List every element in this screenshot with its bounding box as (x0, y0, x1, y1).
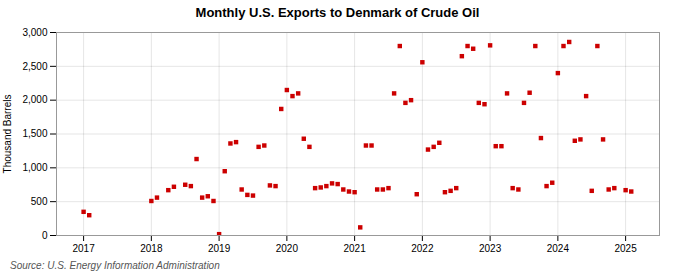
svg-text:2023: 2023 (479, 243, 502, 254)
svg-text:2022: 2022 (411, 243, 434, 254)
svg-text:2017: 2017 (72, 243, 95, 254)
html-text:Source: U.S. Energy Informatio: Source: U.S. Energy Information Administ… (10, 260, 220, 271)
svg-text:2019: 2019 (208, 243, 231, 254)
svg-text:500: 500 (31, 196, 48, 207)
html-text:Monthly U.S. Exports to Denmar: Monthly U.S. Exports to Denmark of Crude… (195, 5, 480, 20)
svg-text:0: 0 (42, 230, 48, 241)
svg-text:2,500: 2,500 (22, 61, 47, 72)
svg-text:1,500: 1,500 (22, 128, 47, 139)
svg-text:2020: 2020 (276, 243, 299, 254)
svg-text:2018: 2018 (140, 243, 163, 254)
svg-text:2025: 2025 (614, 243, 637, 254)
svg-text:Thousand Barrels: Thousand Barrels (2, 95, 13, 174)
svg-text:2021: 2021 (343, 243, 366, 254)
svg-text:3,000: 3,000 (22, 27, 47, 38)
svg-text:2024: 2024 (547, 243, 570, 254)
svg-text:2,000: 2,000 (22, 94, 47, 105)
svg-text:1,000: 1,000 (22, 162, 47, 173)
